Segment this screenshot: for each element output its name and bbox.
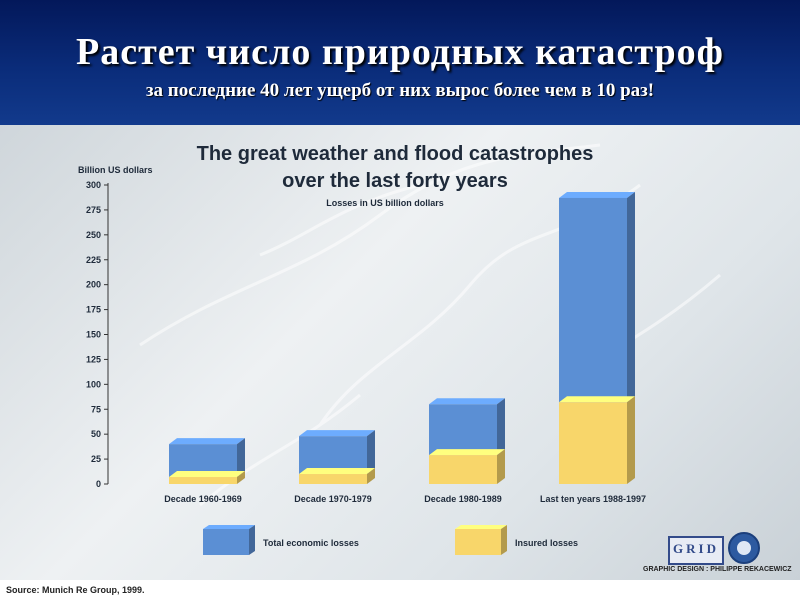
legend-item-total-economic-losses: Total economic losses [203,525,359,555]
bar-total-decade-1960-1969-side [237,438,245,478]
bar-insured-decade-1970-1979 [299,468,375,484]
bar-insured-decade-1960-1969-front [169,477,237,484]
legend-swatch-top [203,525,255,529]
bar-chart: The great weather and flood catastrophes… [78,143,721,555]
legend-label: Total economic losses [263,538,359,548]
bar-total-last-ten-years-1988-1997 [559,191,635,403]
bar-total-decade-1970-1979-front [299,436,367,475]
bar-total-decade-1980-1989-side [497,398,505,456]
y-axis-label: Billion US dollars [78,165,153,175]
slide-title: Растет число природных катастроф [76,31,724,73]
y-tick-label: 0 [96,479,101,489]
bar-insured-decade-1980-1989-side [497,449,505,484]
x-tick-label: Decade 1980-1989 [424,494,502,504]
y-tick-label: 75 [91,404,101,414]
bar-insured-decade-1980-1989-top [429,449,505,456]
bar-total-last-ten-years-1988-1997-front [559,197,627,403]
bar-insured-last-ten-years-1988-1997 [559,396,635,484]
bar-total-decade-1980-1989-top [429,398,505,405]
x-axis-labels: Decade 1960-1969 Decade 1970-1979 Decade 1… [164,494,646,504]
y-tick-label: 150 [86,330,101,340]
y-tick-label: 200 [86,280,101,290]
x-tick-label: Decade 1970-1979 [294,494,372,504]
x-tick-label: Last ten years 1988-1997 [540,494,646,504]
y-tick-label: 50 [91,429,101,439]
bar-total-decade-1970-1979 [299,430,375,475]
bar-insured-last-ten-years-1988-1997-front [559,402,627,484]
y-tick-label: 175 [86,305,101,315]
y-tick-label: 275 [86,205,101,215]
legend-swatch [455,529,501,555]
legend-label: Insured losses [515,538,578,548]
slide-subtitle: за последние 40 лет ущерб от них вырос б… [145,80,655,101]
bar-insured-decade-1970-1979-top [299,468,375,475]
bar-insured-decade-1970-1979-side [367,468,375,484]
y-tick-label: 125 [86,354,101,364]
bar-total-decade-1970-1979-side [367,430,375,475]
y-tick-label: 225 [86,255,101,265]
bar-insured-last-ten-years-1988-1997-top [559,396,635,403]
chart-title-line2: over the last forty years [282,170,508,192]
y-tick-label: 250 [86,230,101,240]
bar-total-decade-1960-1969-top [169,438,245,445]
bar-insured-decade-1960-1969-side [237,471,245,484]
y-tick-label: 300 [86,180,101,190]
bar-total-decade-1970-1979-top [299,430,375,437]
grid-logo: GRID [668,536,724,565]
legend-item-insured-losses: Insured losses [455,525,578,555]
source-note: Source: Munich Re Group, 1999. [6,585,145,595]
unep-logo-icon [728,532,760,564]
chart-subtitle: Losses in US billion dollars [326,198,444,208]
slide-header: Растет число природных катастроф за посл… [0,0,800,125]
bars [169,191,635,484]
design-credit: GRAPHIC DESIGN : PHILIPPE REKACEWICZ [643,566,792,573]
bar-total-decade-1980-1989 [429,398,505,456]
bar-total-last-ten-years-1988-1997-side [627,191,635,403]
y-tick-label: 100 [86,379,101,389]
bar-insured-decade-1960-1969 [169,471,245,484]
bar-insured-last-ten-years-1988-1997-side [627,396,635,484]
y-axis: 0 25 50 75 100 125 150 175 200 225 250 275 300 [86,180,109,489]
bar-insured-decade-1980-1989 [429,449,505,484]
bar-total-decade-1980-1989-front [429,404,497,456]
chart-title: The great weather and flood catastrophes [197,143,594,165]
legend: Total economic losses Insured losses [203,525,578,555]
legend-swatch-side [501,525,507,555]
bar-insured-decade-1970-1979-front [299,474,367,484]
bar-insured-decade-1980-1989-front [429,455,497,484]
legend-swatch-side [249,525,255,555]
legend-swatch-top [455,525,507,529]
bar-insured-decade-1960-1969-top [169,471,245,478]
legend-swatch [203,529,249,555]
x-tick-label: Decade 1960-1969 [164,494,242,504]
bar-total-last-ten-years-1988-1997-top [559,191,635,198]
y-tick-label: 25 [91,454,101,464]
